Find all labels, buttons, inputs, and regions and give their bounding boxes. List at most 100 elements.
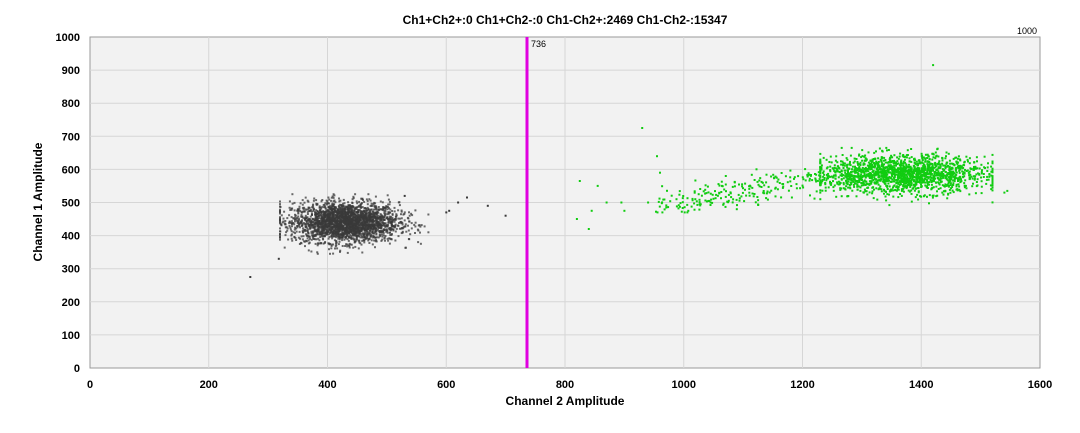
data-point — [923, 172, 926, 175]
data-point — [856, 171, 859, 174]
data-point — [376, 216, 379, 219]
data-point — [336, 229, 339, 231]
data-point — [317, 217, 320, 220]
data-point — [780, 172, 783, 174]
data-point — [698, 208, 701, 211]
data-point — [833, 166, 836, 169]
data-point — [319, 224, 322, 227]
data-point — [312, 203, 315, 206]
data-point — [341, 245, 344, 247]
data-point — [670, 194, 673, 197]
data-point — [318, 206, 321, 209]
data-point — [337, 209, 339, 211]
data-point — [318, 239, 321, 242]
data-point — [884, 159, 887, 161]
data-point — [397, 209, 400, 212]
data-point — [930, 168, 933, 171]
data-point — [348, 208, 351, 211]
data-point — [302, 208, 305, 211]
data-point — [355, 220, 358, 223]
data-point — [327, 196, 330, 199]
data-point — [344, 219, 347, 222]
data-point — [928, 181, 931, 183]
data-point — [928, 172, 931, 175]
data-point — [969, 177, 971, 180]
data-point — [363, 220, 366, 223]
data-point — [959, 164, 962, 167]
data-point — [829, 170, 832, 173]
data-point — [847, 171, 849, 174]
data-point — [362, 199, 364, 202]
data-point — [947, 181, 950, 184]
data-point — [371, 243, 374, 246]
data-point — [296, 219, 298, 222]
data-point — [371, 204, 374, 207]
data-point — [991, 184, 994, 187]
data-point — [344, 245, 347, 247]
data-point — [724, 205, 727, 208]
data-point — [806, 175, 809, 178]
data-point — [390, 233, 393, 235]
data-point — [283, 246, 286, 249]
data-point — [991, 186, 994, 189]
data-point — [851, 165, 854, 168]
data-point — [354, 213, 357, 216]
data-point — [327, 225, 330, 228]
data-point — [346, 226, 348, 229]
data-point — [871, 175, 874, 178]
data-point — [329, 231, 332, 234]
data-point — [353, 208, 356, 211]
data-point — [715, 193, 718, 196]
data-point — [766, 198, 769, 201]
data-point — [865, 174, 868, 177]
data-point — [379, 216, 381, 219]
data-point — [348, 236, 351, 239]
data-point — [935, 195, 938, 198]
data-point — [930, 179, 933, 182]
data-point — [381, 230, 384, 233]
data-point — [381, 220, 384, 223]
data-point — [842, 177, 845, 180]
data-point — [486, 204, 489, 207]
threshold-line[interactable]: 736 — [525, 37, 546, 368]
data-point — [327, 213, 329, 216]
data-point — [944, 175, 947, 178]
data-point — [296, 226, 299, 229]
data-point — [322, 242, 325, 245]
data-point — [326, 200, 329, 203]
data-point — [380, 227, 383, 230]
data-point — [694, 198, 697, 201]
data-point — [690, 205, 693, 208]
data-point — [871, 158, 874, 161]
data-point — [714, 197, 717, 200]
data-point — [311, 232, 314, 234]
data-point — [909, 179, 911, 182]
data-point — [903, 182, 906, 185]
data-point — [329, 242, 332, 245]
data-point — [370, 223, 373, 226]
data-point — [319, 210, 322, 213]
data-point — [957, 183, 960, 186]
data-point — [400, 217, 403, 220]
data-point — [924, 184, 927, 187]
data-point — [337, 216, 340, 218]
data-point — [332, 205, 335, 208]
data-point — [368, 224, 371, 227]
data-point — [414, 209, 417, 212]
data-point — [423, 225, 426, 228]
data-point — [373, 206, 376, 208]
data-point — [291, 223, 293, 226]
data-point — [327, 242, 330, 245]
data-point — [663, 208, 666, 211]
data-point — [605, 201, 608, 204]
data-point — [891, 156, 894, 159]
data-point — [968, 157, 971, 160]
data-point — [953, 180, 956, 183]
data-point — [325, 220, 328, 223]
data-point — [362, 233, 365, 236]
data-point — [860, 168, 863, 171]
data-point — [924, 167, 927, 170]
data-point — [328, 224, 331, 227]
data-point — [279, 234, 281, 237]
data-point — [873, 173, 876, 176]
